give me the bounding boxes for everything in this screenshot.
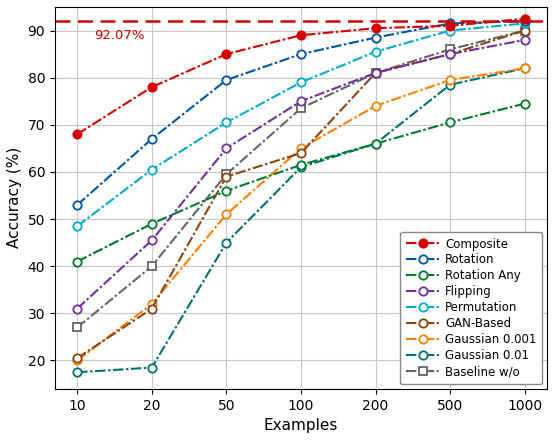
Gaussian 0.001: [521, 66, 528, 71]
Rotation Any: [521, 101, 528, 106]
Rotation: [372, 35, 379, 40]
Line: Gaussian 0.001: Gaussian 0.001: [73, 64, 529, 365]
Rotation: [148, 136, 155, 142]
Gaussian 0.001: [74, 358, 80, 363]
Baseline w/o: [223, 172, 230, 177]
Gaussian 0.001: [372, 103, 379, 109]
Composite: [223, 51, 230, 57]
Flipping: [74, 306, 80, 311]
Rotation Any: [447, 120, 453, 125]
Permutation: [447, 28, 453, 33]
GAN-Based: [74, 356, 80, 361]
Line: Gaussian 0.01: Gaussian 0.01: [73, 64, 529, 377]
Line: Flipping: Flipping: [73, 36, 529, 313]
Rotation Any: [297, 162, 304, 168]
Gaussian 0.01: [447, 82, 453, 88]
Baseline w/o: [297, 106, 304, 111]
Text: 92.07%: 92.07%: [94, 29, 145, 42]
GAN-Based: [223, 174, 230, 179]
Composite: [148, 84, 155, 90]
Gaussian 0.01: [74, 370, 80, 375]
Gaussian 0.01: [297, 165, 304, 170]
Rotation Any: [148, 221, 155, 227]
Baseline w/o: [74, 325, 80, 330]
Rotation Any: [223, 188, 230, 194]
Flipping: [297, 99, 304, 104]
Line: GAN-Based: GAN-Based: [73, 26, 529, 362]
Composite: [297, 33, 304, 38]
Gaussian 0.01: [372, 141, 379, 146]
Line: Rotation Any: Rotation Any: [73, 99, 529, 266]
Gaussian 0.001: [148, 301, 155, 307]
Rotation Any: [372, 141, 379, 146]
Permutation: [223, 120, 230, 125]
GAN-Based: [447, 51, 453, 57]
Composite: [521, 16, 528, 22]
Baseline w/o: [447, 47, 453, 52]
Rotation: [223, 77, 230, 83]
Composite: [447, 23, 453, 29]
Flipping: [521, 37, 528, 43]
Baseline w/o: [372, 70, 379, 76]
Line: Rotation: Rotation: [73, 17, 529, 209]
Baseline w/o: [148, 264, 155, 269]
Permutation: [148, 167, 155, 172]
Flipping: [148, 238, 155, 243]
Rotation Any: [74, 259, 80, 264]
Flipping: [447, 51, 453, 57]
X-axis label: Examples: Examples: [264, 418, 338, 433]
Flipping: [372, 70, 379, 76]
Gaussian 0.001: [223, 212, 230, 217]
Line: Baseline w/o: Baseline w/o: [73, 26, 529, 332]
Gaussian 0.01: [223, 240, 230, 245]
Gaussian 0.01: [148, 365, 155, 370]
Gaussian 0.001: [297, 146, 304, 151]
Legend: Composite, Rotation, Rotation Any, Flipping, Permutation, GAN-Based, Gaussian 0.: Composite, Rotation, Rotation Any, Flipp…: [400, 231, 542, 384]
Rotation: [447, 21, 453, 26]
Rotation: [521, 18, 528, 24]
GAN-Based: [372, 70, 379, 76]
Permutation: [372, 49, 379, 55]
GAN-Based: [148, 306, 155, 311]
Flipping: [223, 146, 230, 151]
Rotation: [74, 202, 80, 208]
Line: Composite: Composite: [73, 15, 529, 139]
Gaussian 0.01: [521, 66, 528, 71]
Composite: [74, 132, 80, 137]
Composite: [372, 26, 379, 31]
Rotation: [297, 51, 304, 57]
GAN-Based: [297, 150, 304, 156]
Baseline w/o: [521, 28, 528, 33]
Line: Permutation: Permutation: [73, 19, 529, 230]
Permutation: [74, 224, 80, 229]
Gaussian 0.001: [447, 77, 453, 83]
Permutation: [521, 21, 528, 26]
Permutation: [297, 80, 304, 85]
Y-axis label: Accuracy (%): Accuracy (%): [7, 147, 22, 249]
GAN-Based: [521, 28, 528, 33]
